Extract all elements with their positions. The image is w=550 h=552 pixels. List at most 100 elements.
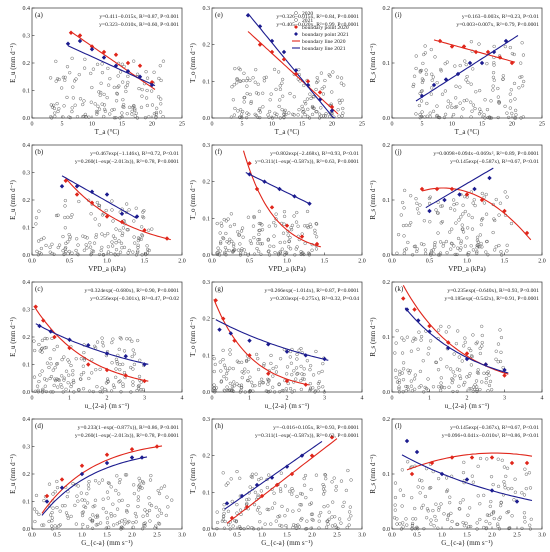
scatter-point [400, 468, 404, 472]
scatter-point [308, 381, 312, 386]
scatter-point [61, 115, 65, 119]
scatter-point [337, 517, 342, 521]
scatter-point [222, 217, 226, 222]
scatter-point [131, 250, 135, 254]
scatter-point [406, 240, 410, 245]
boundary-line-2020 [213, 299, 310, 386]
scatter-point [150, 103, 155, 107]
scatter-point [292, 389, 297, 393]
scatter-point [215, 251, 219, 255]
scatter-point [299, 346, 303, 351]
scatter-point [529, 517, 533, 521]
scatter-point [91, 67, 96, 71]
scatter-point [64, 387, 68, 391]
scatter-point [83, 57, 87, 61]
scatter-point [247, 357, 251, 362]
y-tick-label: 0.2 [203, 454, 211, 460]
scatter-point [72, 380, 76, 384]
scatter-point [480, 245, 484, 249]
scatter-point [48, 356, 52, 361]
scatter-point [91, 390, 96, 394]
scatter-point [129, 390, 133, 394]
scatter-point [334, 488, 338, 492]
scatter-point [521, 53, 526, 57]
scatter-point [528, 523, 532, 527]
scatter-point [407, 371, 411, 375]
scatter-point [242, 96, 246, 100]
scatter-point [404, 223, 409, 227]
scatter-point [106, 481, 111, 485]
equation-2021: y=0.260(1−exp(−2.013x)), R²=0.78, P<0.00… [75, 158, 179, 165]
scatter-point [240, 247, 244, 251]
scatter-point [347, 523, 351, 527]
scatter-point [466, 226, 470, 230]
scatter-point [460, 359, 464, 363]
scatter-point [319, 510, 323, 515]
scatter-point [478, 346, 482, 350]
scatter-point [102, 92, 106, 97]
y-axis-label: R_s (mm d⁻¹) [369, 454, 377, 494]
equation-2020: y=0.324exp(−0.680x), R²=0.90, P<0.0001 [85, 287, 180, 294]
x-tick-label: 25 [359, 122, 365, 128]
scatter-point [470, 109, 474, 113]
scatter-point [292, 369, 296, 373]
scatter-point [322, 505, 326, 509]
scatter-point [55, 344, 59, 349]
boundary-point-2021 [317, 97, 323, 102]
scatter-point [212, 386, 216, 390]
boundary-point-2020 [524, 460, 530, 466]
scatter-point [248, 239, 252, 243]
scatter-point [98, 390, 102, 394]
scatter-point [454, 96, 458, 100]
scatter-point [216, 246, 220, 250]
boundary-line-2020 [247, 31, 339, 115]
scatter-point [468, 506, 472, 510]
scatter-point [400, 200, 405, 205]
scatter-point [500, 253, 504, 257]
scatter-point [418, 91, 422, 96]
scatter-point [125, 83, 129, 87]
scatter-point [140, 234, 145, 238]
x-tick-label: 0 [391, 122, 394, 128]
scatter-point [401, 521, 405, 525]
scatter-point [119, 527, 123, 531]
scatter-point [170, 498, 174, 502]
scatter-point [436, 231, 440, 235]
scatter-point [284, 112, 288, 117]
scatter-point [508, 106, 512, 110]
scatter-point [45, 361, 50, 365]
scatter-point [60, 358, 64, 362]
scatter-point [294, 377, 298, 381]
scatter-point [138, 483, 142, 487]
boundary-line-2020 [433, 39, 516, 63]
scatter-point [426, 352, 430, 356]
scatter-point [478, 456, 483, 461]
scatter-point [71, 85, 75, 89]
scatter-point [429, 522, 433, 526]
scatter-point [49, 362, 53, 366]
scatter-point [321, 482, 325, 487]
scatter-point [317, 514, 321, 518]
x-axis-label: T_a (°C) [455, 128, 480, 136]
scatter-point [433, 514, 437, 519]
scatter-point [293, 253, 297, 257]
scatter-point [308, 364, 313, 368]
scatter-point [340, 98, 344, 102]
scatter-point [341, 504, 345, 509]
scatter-point [257, 505, 261, 510]
scatter-point [401, 367, 406, 371]
boundary-point-2020 [449, 455, 455, 460]
scatter-point [449, 511, 453, 515]
scatter-point [48, 245, 52, 249]
scatter-point [441, 244, 445, 248]
scatter-point [256, 237, 260, 242]
scatter-point [433, 55, 437, 59]
scatter-point [282, 253, 287, 257]
scatter-point [118, 367, 122, 372]
y-tick-label: 0.1 [23, 89, 31, 95]
scatter-point [149, 473, 153, 478]
scatter-point [254, 91, 259, 95]
boundary-point-2020 [269, 205, 275, 210]
scatter-point [458, 248, 462, 252]
